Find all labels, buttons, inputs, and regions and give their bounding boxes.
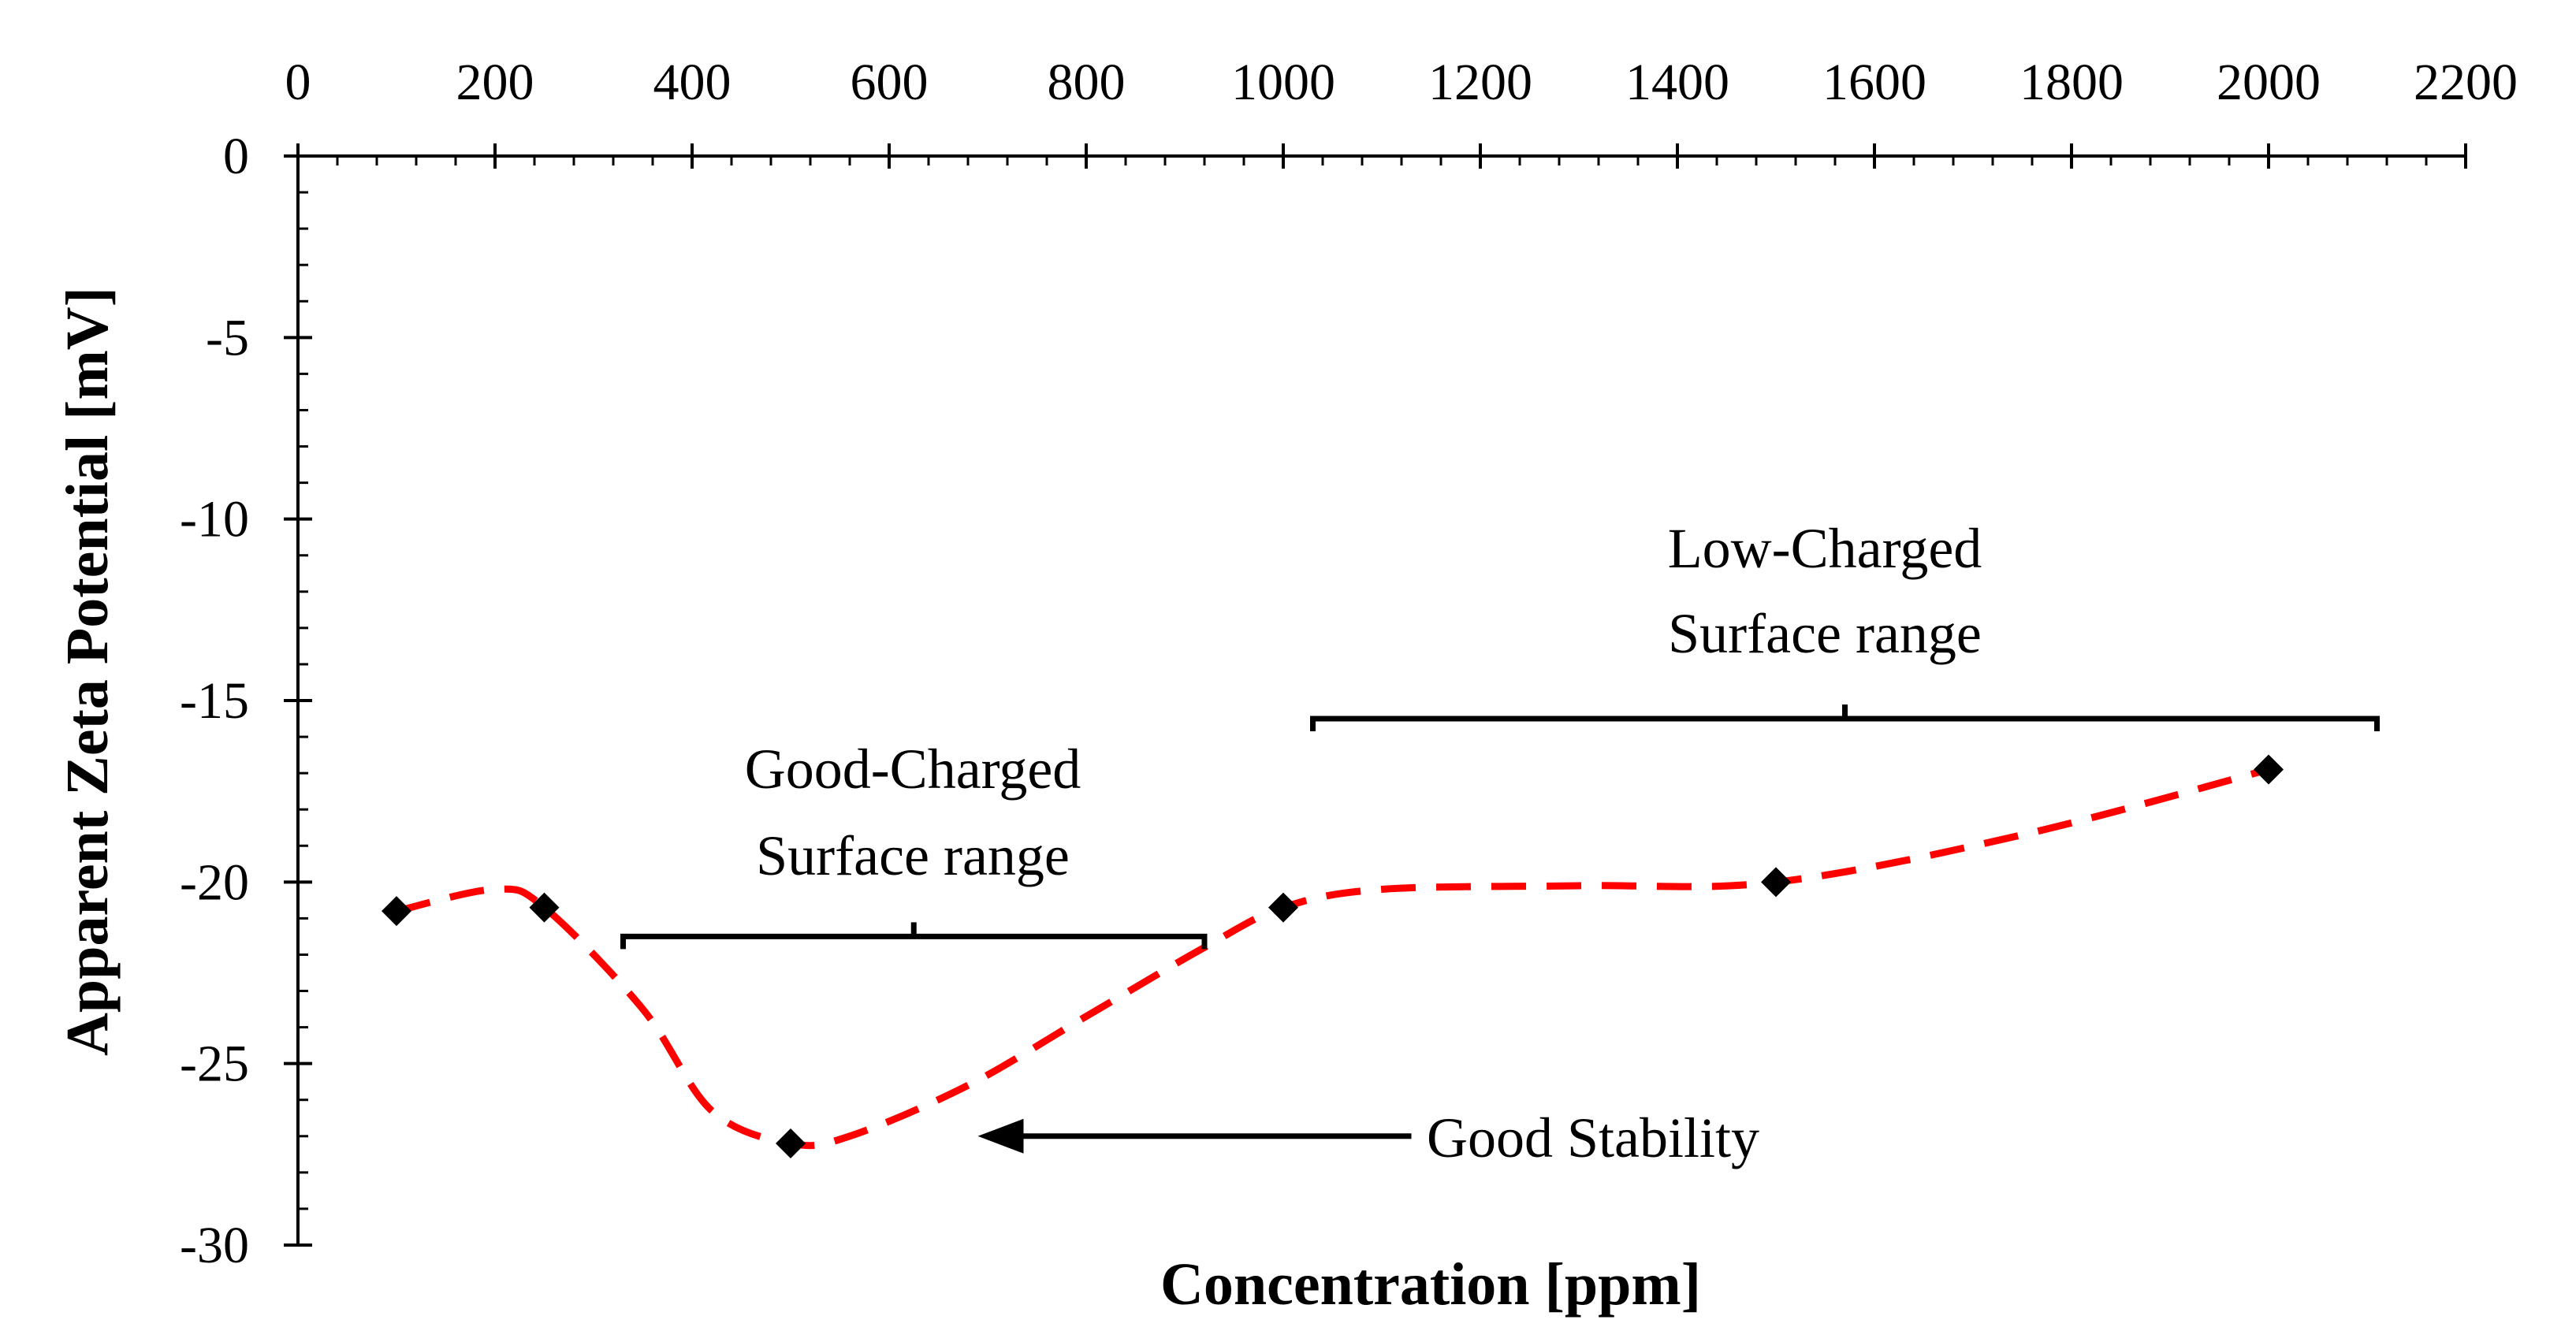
data-point-marker — [776, 1128, 806, 1159]
x-axis-title: Concentration [ppm] — [1160, 1251, 1701, 1318]
y-tick-label: -25 — [180, 1035, 249, 1093]
y-tick-label: -5 — [206, 309, 249, 366]
data-point-marker — [2254, 754, 2284, 785]
axes — [296, 154, 2466, 1245]
x-tick-label: 1200 — [1428, 54, 1532, 111]
x-tick-label: 2000 — [2217, 54, 2321, 111]
y-tick-label: -30 — [180, 1217, 249, 1274]
x-tick-label: 200 — [456, 54, 534, 111]
data-point-marker — [382, 896, 411, 927]
trend-line — [396, 766, 2270, 1150]
x-tick-label: 1400 — [1625, 54, 1729, 111]
x-tick-label: 400 — [653, 54, 731, 111]
data-point-marker — [1268, 892, 1298, 923]
low-charged-label-line2: Surface range — [1668, 602, 1982, 665]
annotations: Good-Charged Surface range Low-Charged Surf… — [620, 517, 2380, 1169]
x-tick-label: 1800 — [2019, 54, 2124, 111]
y-axis-title: Apparent Zeta Potential [mV] — [54, 287, 121, 1056]
good-charged-label-line2: Surface range — [756, 824, 1070, 887]
x-tick-label: 1000 — [1231, 54, 1335, 111]
good-charged-label-line1: Good-Charged — [745, 738, 1081, 801]
x-tick-label: 600 — [851, 54, 929, 111]
data-points — [382, 754, 2284, 1159]
y-tick-label: 0 — [223, 128, 249, 185]
x-tick-label: 0 — [285, 54, 311, 111]
low-charged-label-line1: Low-Charged — [1668, 517, 1982, 580]
data-point-marker — [1761, 867, 1791, 898]
good-stability-arrow-head — [977, 1118, 1024, 1154]
good-stability-label: Good Stability — [1427, 1106, 1759, 1169]
x-tick-label: 2200 — [2414, 54, 2518, 111]
x-tick-label: 1600 — [1822, 54, 1926, 111]
trend-line-group — [396, 766, 2270, 1150]
low-charged-bracket — [1310, 704, 2380, 732]
data-point-marker — [529, 892, 560, 923]
ticks: 0 200 400 600 800 1000 1200 1400 1600 1800 2000 220… — [180, 54, 2518, 1274]
y-tick-label: -15 — [180, 672, 249, 730]
y-tick-label: -10 — [180, 491, 249, 548]
good-charged-bracket — [620, 922, 1208, 950]
x-tick-label: 800 — [1048, 54, 1126, 111]
y-tick-label: -20 — [180, 853, 249, 911]
